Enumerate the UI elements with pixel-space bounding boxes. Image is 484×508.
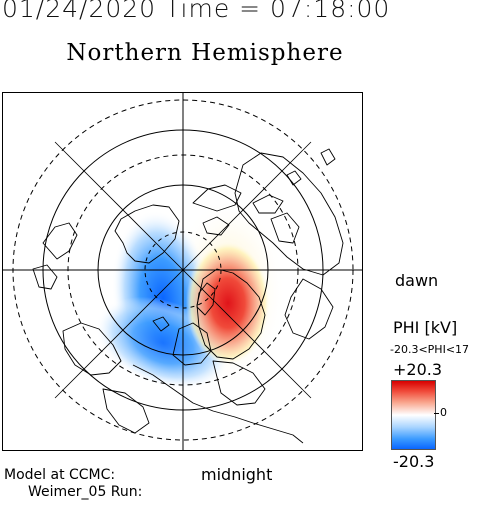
polar-map-frame bbox=[2, 92, 363, 451]
timestamp: 01/24/2020 Time = 07:18:00 bbox=[2, 0, 391, 23]
colorbar-max-label: +20.3 bbox=[393, 360, 443, 379]
colorbar-gradient bbox=[391, 380, 436, 450]
colorbar-zero-tick bbox=[434, 413, 439, 414]
graticule bbox=[3, 93, 362, 450]
model-credit-line2: Weimer_05 Run: bbox=[28, 484, 143, 500]
colorbar-min-label: -20.3 bbox=[393, 452, 435, 471]
model-credit-line1: Model at CCMC: bbox=[4, 467, 116, 483]
colorbar-range-text: -20.3<PHI<17 bbox=[390, 343, 470, 356]
plot-title: Northern Hemisphere bbox=[66, 40, 344, 66]
colorbar-title: PHI [kV] bbox=[393, 318, 458, 337]
potential-pattern bbox=[95, 198, 286, 390]
dawn-label: dawn bbox=[395, 271, 439, 290]
coastlines bbox=[32, 148, 344, 444]
colorbar-zero-label: 0 bbox=[440, 406, 447, 419]
polar-map bbox=[3, 93, 362, 450]
midnight-label: midnight bbox=[201, 465, 273, 484]
